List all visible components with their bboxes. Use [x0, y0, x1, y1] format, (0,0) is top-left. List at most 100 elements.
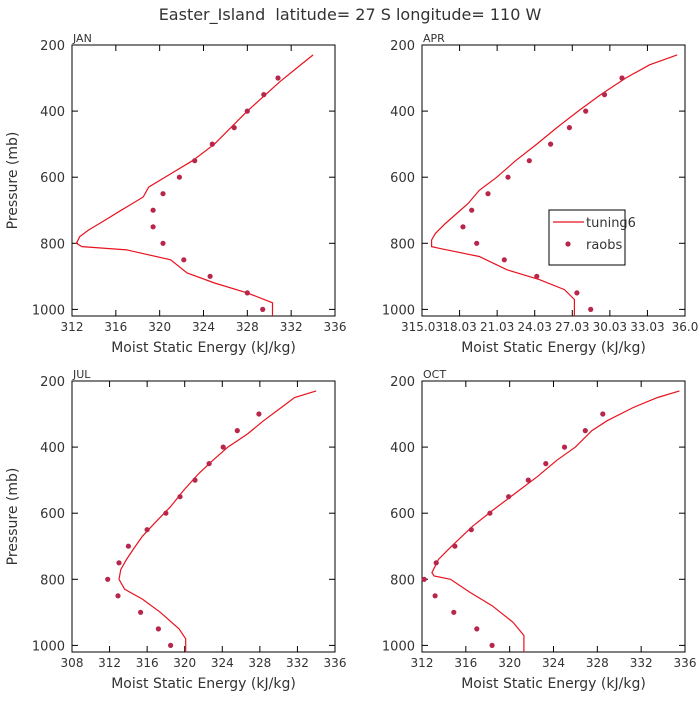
series-line-tuning6 — [431, 54, 678, 316]
data-point-raobs — [244, 290, 250, 296]
data-point-raobs — [525, 477, 531, 483]
data-point-raobs — [505, 174, 511, 180]
legend-point-swatch — [565, 241, 571, 247]
plot-frame — [421, 44, 686, 317]
y-tick-label: 1000 — [382, 639, 415, 654]
panel-label: JAN — [72, 32, 92, 45]
legend-box — [548, 209, 626, 266]
panel-label: APR — [423, 32, 445, 45]
x-tick-label: 316 — [104, 320, 127, 334]
data-point-raobs — [275, 75, 281, 81]
y-tick-label: 1000 — [382, 303, 415, 318]
data-point-raobs — [548, 141, 554, 147]
x-tick-label: 312 — [98, 656, 121, 670]
plot-frame — [71, 44, 336, 317]
data-point-raobs — [261, 92, 267, 98]
data-point-raobs — [207, 273, 213, 279]
data-point-raobs — [526, 158, 532, 164]
x-tick-label: 332 — [280, 320, 303, 334]
legend-label-model: tuning6 — [586, 216, 636, 231]
x-tick-label: 328 — [236, 320, 259, 334]
x-tick-label: 324 — [192, 320, 215, 334]
y-tick-label: 800 — [390, 573, 415, 588]
data-point-raobs — [451, 609, 457, 615]
x-tick-label: 328 — [248, 656, 271, 670]
data-point-raobs — [619, 75, 625, 81]
data-point-raobs — [582, 428, 588, 434]
data-point-raobs — [220, 444, 226, 450]
data-point-raobs — [116, 560, 122, 566]
x-tick-label: 320 — [173, 656, 196, 670]
data-point-raobs — [506, 494, 512, 500]
data-point-raobs — [432, 593, 438, 599]
y-tick-label: 400 — [390, 105, 415, 120]
chart-panel-apr: APR 315.03 18.03 21.03 24.03 27.03 30.03 33.03 3… — [382, 32, 698, 356]
legend: tuning6 raobs — [548, 209, 636, 266]
data-point-raobs — [534, 273, 540, 279]
x-axis-label: Moist Static Energy (kJ/kg) — [461, 340, 646, 356]
panel-label: OCT — [423, 368, 446, 381]
y-tick-label: 200 — [40, 375, 65, 390]
data-point-raobs — [150, 207, 156, 213]
data-point-raobs — [181, 257, 187, 263]
data-point-raobs — [561, 444, 568, 450]
x-tick-label: 315.03 — [401, 320, 443, 334]
y-axis-label: Pressure (mb) — [5, 132, 21, 230]
y-tick-label: 800 — [40, 573, 65, 588]
y-tick-label: 800 — [40, 237, 65, 252]
data-point-raobs — [489, 642, 495, 649]
data-point-raobs — [260, 306, 266, 312]
y-tick-label: 600 — [40, 171, 65, 186]
data-point-raobs — [244, 108, 250, 114]
x-axis-label: Moist Static Energy (kJ/kg) — [111, 676, 296, 692]
x-tick-label: 312 — [411, 656, 434, 670]
x-tick-label: 24.03 — [518, 320, 552, 334]
x-tick-label: 336 — [324, 320, 347, 334]
legend-label-obs: raobs — [586, 238, 623, 253]
x-tick-label: 33.03 — [630, 320, 664, 334]
figure-title: Easter_Island latitude= 27 S longitude= … — [159, 5, 542, 25]
data-point-raobs — [469, 207, 475, 213]
y-tick-label: 800 — [390, 237, 415, 252]
data-point-raobs — [160, 191, 166, 197]
data-point-raobs — [125, 543, 131, 549]
y-axis-label: Pressure (mb) — [5, 468, 21, 566]
x-tick-label: 316 — [454, 656, 477, 670]
data-point-raobs — [452, 543, 458, 549]
data-point-raobs — [474, 240, 480, 246]
x-tick-label: 308 — [61, 656, 84, 670]
data-point-raobs — [234, 428, 240, 434]
data-point-raobs — [209, 141, 215, 147]
x-tick-label: 324 — [211, 656, 234, 670]
chart-panel-jan: JAN 312 316 320 324 328 332 336 200 400 600 800 1000… — [5, 32, 346, 356]
y-tick-label: 1000 — [32, 639, 65, 654]
y-tick-label: 400 — [40, 105, 65, 120]
data-point-raobs — [160, 240, 166, 246]
y-tick-label: 1000 — [32, 303, 65, 318]
y-tick-label: 600 — [40, 507, 65, 522]
data-point-raobs — [574, 290, 580, 296]
y-tick-label: 400 — [40, 441, 65, 456]
x-tick-label: 36.0 — [672, 320, 699, 334]
plot-frame — [421, 380, 686, 653]
x-tick-label: 312 — [61, 320, 84, 334]
data-point-raobs — [543, 461, 549, 467]
data-point-raobs — [501, 257, 507, 263]
data-point-raobs — [177, 494, 183, 500]
chart-panel-oct: OCT 312 316 320 324 328 332 336 200 400 600 800 1000… — [382, 368, 697, 692]
data-point-raobs — [206, 461, 212, 467]
data-point-raobs — [588, 306, 594, 312]
y-tick-label: 200 — [390, 39, 415, 54]
plot-frame — [71, 380, 336, 653]
data-point-raobs — [168, 642, 174, 649]
data-point-raobs — [192, 158, 198, 164]
x-axis-label: Moist Static Energy (kJ/kg) — [461, 676, 646, 692]
x-tick-label: 320 — [148, 320, 171, 334]
chart-panel-jul: JUL 308 312 316 320 324 328 332 336 200 400 600 800 1… — [5, 368, 346, 692]
x-tick-label: 21.03 — [480, 320, 514, 334]
data-point-raobs — [192, 477, 198, 483]
data-point-raobs — [468, 527, 474, 533]
data-point-raobs — [138, 609, 144, 615]
data-point-raobs — [256, 411, 262, 417]
